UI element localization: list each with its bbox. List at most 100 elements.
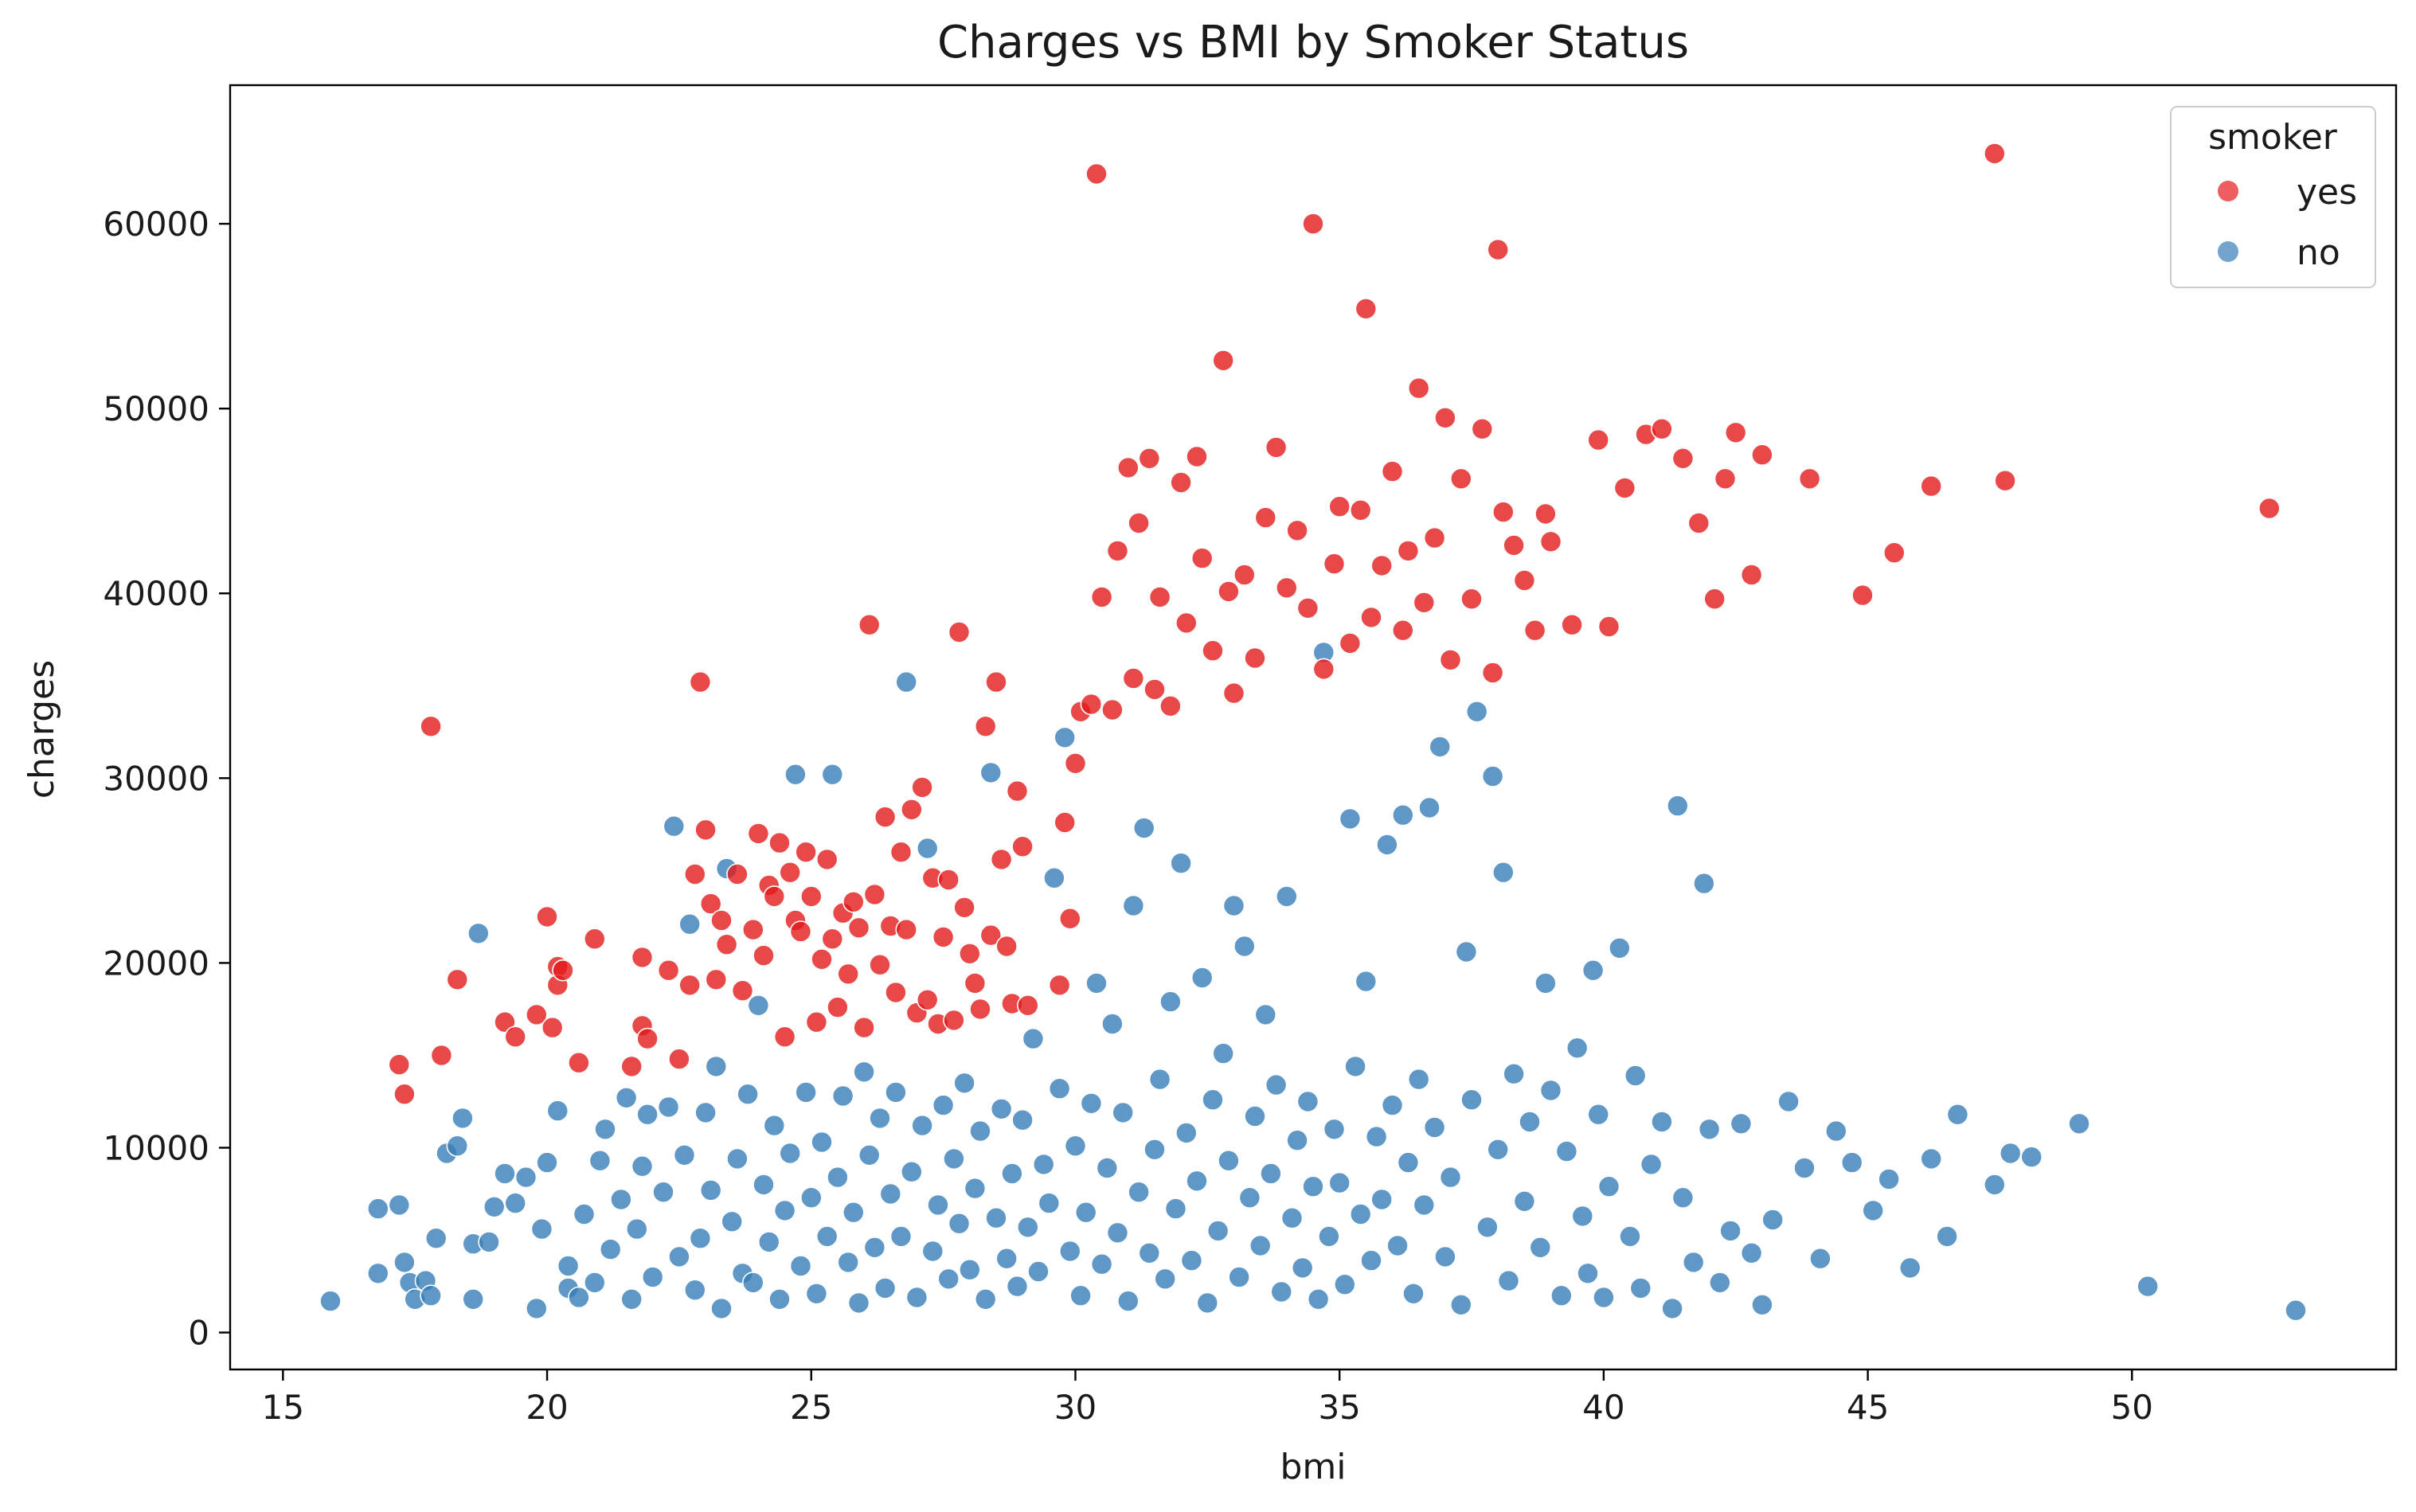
data-point-no bbox=[1577, 1262, 1599, 1285]
data-point-yes bbox=[1450, 467, 1472, 490]
data-point-no bbox=[678, 912, 702, 936]
data-point-yes bbox=[1276, 576, 1298, 600]
data-point-yes bbox=[1143, 678, 1166, 701]
data-point-yes bbox=[789, 920, 812, 943]
data-point-no bbox=[1809, 1247, 1832, 1270]
data-point-yes bbox=[815, 848, 839, 871]
data-point-no bbox=[911, 1114, 933, 1137]
data-point-yes bbox=[1328, 495, 1351, 518]
data-point-no bbox=[1392, 803, 1414, 826]
data-point-no bbox=[1381, 1094, 1404, 1116]
data-point-yes bbox=[1407, 377, 1430, 400]
data-point-no bbox=[821, 763, 844, 786]
data-point-yes bbox=[1984, 143, 2006, 165]
data-point-no bbox=[1761, 1209, 1784, 1231]
data-point-no bbox=[1898, 1256, 1921, 1280]
data-point-yes bbox=[1492, 501, 1515, 523]
data-point-yes bbox=[842, 891, 865, 913]
data-point-yes bbox=[1202, 639, 1224, 662]
data-point-yes bbox=[827, 996, 849, 1018]
data-point-no bbox=[462, 1288, 485, 1311]
data-point-no bbox=[1529, 1237, 1552, 1259]
data-point-no bbox=[995, 1247, 1018, 1270]
data-point-no bbox=[1740, 1242, 1763, 1264]
data-point-no bbox=[1936, 1225, 1958, 1248]
data-point-no bbox=[1186, 1170, 1208, 1193]
data-point-yes bbox=[1286, 519, 1308, 542]
data-point-no bbox=[1006, 1275, 1029, 1298]
data-point-no bbox=[1074, 1201, 1097, 1224]
data-point-no bbox=[478, 1231, 500, 1253]
data-point-yes bbox=[858, 613, 881, 636]
data-point-yes bbox=[753, 944, 775, 967]
data-point-no bbox=[1206, 1220, 1230, 1242]
data-point-no bbox=[652, 1181, 674, 1203]
data-point-yes bbox=[1323, 553, 1346, 575]
data-point-no bbox=[1122, 894, 1145, 917]
data-point-no bbox=[393, 1251, 416, 1274]
data-point-no bbox=[1418, 796, 1441, 819]
y-tick-label: 60000 bbox=[103, 205, 209, 244]
data-point-no bbox=[1064, 1135, 1087, 1157]
data-point-no bbox=[1344, 1055, 1366, 1078]
data-point-yes bbox=[1423, 526, 1446, 549]
data-point-no bbox=[1011, 1108, 1034, 1131]
data-point-yes bbox=[388, 1053, 411, 1076]
data-point-no bbox=[2020, 1146, 2043, 1168]
data-point-no bbox=[1069, 1284, 1092, 1307]
data-point-no bbox=[1339, 807, 1362, 830]
data-point-no bbox=[1624, 1065, 1647, 1087]
data-point-yes bbox=[943, 1009, 965, 1032]
data-point-yes bbox=[1439, 648, 1462, 671]
legend-box bbox=[2170, 106, 2376, 288]
data-point-no bbox=[1254, 1003, 1277, 1026]
data-point-yes bbox=[430, 1044, 453, 1067]
data-point-no bbox=[1360, 1249, 1382, 1272]
data-point-no bbox=[1022, 1027, 1045, 1050]
data-point-yes bbox=[668, 1048, 690, 1070]
data-point-no bbox=[921, 1240, 944, 1263]
x-tick-label: 20 bbox=[526, 1388, 568, 1427]
data-point-no bbox=[1946, 1103, 1969, 1126]
data-point-no bbox=[831, 1084, 854, 1108]
data-point-no bbox=[1112, 1101, 1134, 1124]
data-point-no bbox=[1698, 1118, 1721, 1141]
data-point-no bbox=[1128, 1181, 1150, 1203]
data-point-no bbox=[773, 1199, 796, 1222]
data-point-no bbox=[1619, 1225, 1641, 1248]
data-point-no bbox=[514, 1166, 538, 1189]
data-point-yes bbox=[795, 841, 817, 863]
data-points-layer bbox=[319, 143, 2307, 1322]
x-tick-label: 15 bbox=[262, 1388, 304, 1427]
data-point-no bbox=[557, 1255, 580, 1277]
data-point-no bbox=[1481, 765, 1504, 787]
data-point-no bbox=[1334, 1273, 1356, 1295]
data-point-no bbox=[1651, 1111, 1673, 1133]
data-point-yes bbox=[974, 715, 997, 738]
data-point-yes bbox=[446, 968, 469, 991]
data-point-no bbox=[1017, 1216, 1039, 1239]
data-point-no bbox=[811, 1131, 833, 1154]
data-point-yes bbox=[1233, 564, 1256, 586]
data-point-yes bbox=[1244, 647, 1266, 670]
data-point-no bbox=[979, 761, 1003, 784]
data-point-no bbox=[1222, 894, 1245, 917]
data-point-no bbox=[953, 1072, 975, 1095]
data-point-no bbox=[1202, 1088, 1224, 1111]
data-point-no bbox=[710, 1297, 733, 1320]
data-point-no bbox=[1667, 795, 1689, 817]
data-point-yes bbox=[1751, 443, 1773, 467]
data-point-no bbox=[673, 1144, 696, 1166]
data-point-no bbox=[1539, 1079, 1562, 1102]
data-point-yes bbox=[805, 1010, 828, 1033]
data-point-yes bbox=[763, 885, 786, 908]
series-no bbox=[319, 641, 2307, 1322]
data-point-yes bbox=[1138, 447, 1161, 470]
data-point-no bbox=[1629, 1277, 1652, 1299]
data-point-no bbox=[1555, 1140, 1578, 1162]
data-point-yes bbox=[1355, 297, 1378, 320]
data-point-no bbox=[1503, 1062, 1525, 1085]
data-point-yes bbox=[1651, 417, 1673, 440]
data-point-yes bbox=[1724, 421, 1747, 444]
